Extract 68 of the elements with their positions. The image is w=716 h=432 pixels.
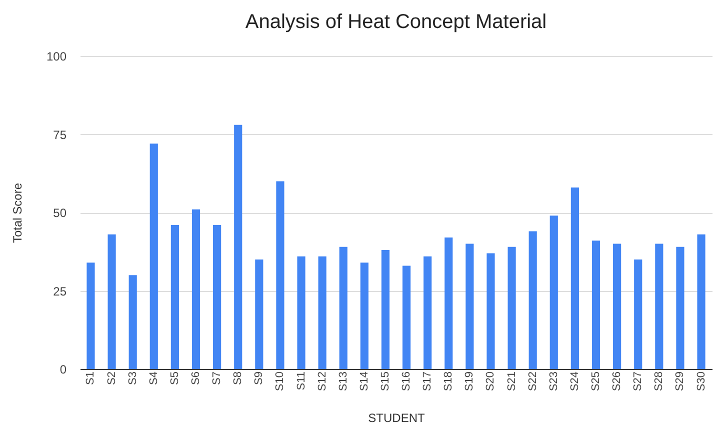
x-tick-label: S15	[379, 372, 392, 392]
x-tick-label: S20	[484, 372, 497, 392]
x-axis-title: STUDENT	[368, 411, 426, 426]
x-tick-label: S23	[548, 372, 560, 392]
bar	[192, 209, 200, 369]
bar	[360, 262, 368, 369]
x-tick-label: S4	[148, 372, 160, 385]
bar	[424, 256, 432, 369]
x-tick-label: S8	[232, 372, 244, 385]
x-tick-label: S30	[695, 372, 708, 392]
bar	[170, 225, 179, 369]
bar	[108, 234, 116, 369]
x-tick-label: S17	[422, 372, 434, 392]
x-tick-label: S3	[126, 372, 139, 385]
bar	[676, 246, 684, 369]
x-tick-label: S9	[253, 372, 266, 385]
bar	[381, 250, 390, 369]
x-tick-label: S1	[84, 372, 97, 385]
bar	[466, 244, 474, 369]
x-tick-label: S25	[590, 372, 602, 392]
x-tick-label: S22	[526, 372, 539, 392]
bar	[255, 259, 264, 369]
bar	[213, 225, 222, 369]
bar	[128, 275, 137, 369]
y-axis-title: Total Score	[10, 182, 24, 244]
y-tick-label: 75	[53, 128, 67, 142]
x-tick-label: S5	[168, 372, 181, 385]
bar	[550, 216, 558, 369]
x-tick-label: S14	[358, 372, 370, 392]
bar	[234, 124, 242, 369]
bar	[697, 234, 706, 369]
bar	[655, 244, 664, 369]
bar	[613, 244, 622, 369]
bar	[592, 240, 600, 369]
y-tick-label: 100	[46, 50, 67, 64]
y-tick-label: 0	[60, 362, 67, 376]
x-tick-label: S19	[464, 372, 476, 392]
bar	[634, 259, 642, 369]
x-tick-label: S26	[611, 372, 624, 392]
x-tick-label: S11	[295, 372, 308, 390]
y-tick-label: 50	[53, 206, 67, 220]
bar	[276, 181, 284, 369]
x-tick-label: S18	[442, 372, 455, 392]
bar	[297, 256, 306, 369]
x-tick-label: S29	[674, 372, 686, 392]
bar	[86, 262, 95, 369]
x-tick-label: S10	[274, 372, 286, 392]
bar	[318, 256, 326, 369]
bar	[402, 266, 411, 369]
x-tick-label: S2	[106, 372, 118, 385]
x-tick-label: S28	[653, 372, 666, 392]
x-tick-label: S21	[506, 372, 518, 392]
bar	[339, 246, 348, 369]
x-tick-label: S6	[190, 372, 202, 385]
bar	[150, 144, 158, 369]
y-tick-label: 25	[53, 284, 67, 298]
x-tick-label: S7	[211, 372, 224, 385]
bar	[486, 253, 495, 369]
x-tick-label: S16	[400, 372, 413, 392]
bar	[570, 187, 579, 369]
bar	[508, 246, 516, 369]
bar	[528, 231, 537, 369]
x-tick-label: S13	[337, 372, 350, 392]
x-tick-label: S27	[632, 372, 644, 392]
x-tick-label: S12	[316, 372, 328, 392]
bar	[444, 238, 453, 369]
chart-title: Analysis of Heat Concept Material	[245, 11, 547, 33]
x-tick-label: S24	[568, 372, 581, 392]
